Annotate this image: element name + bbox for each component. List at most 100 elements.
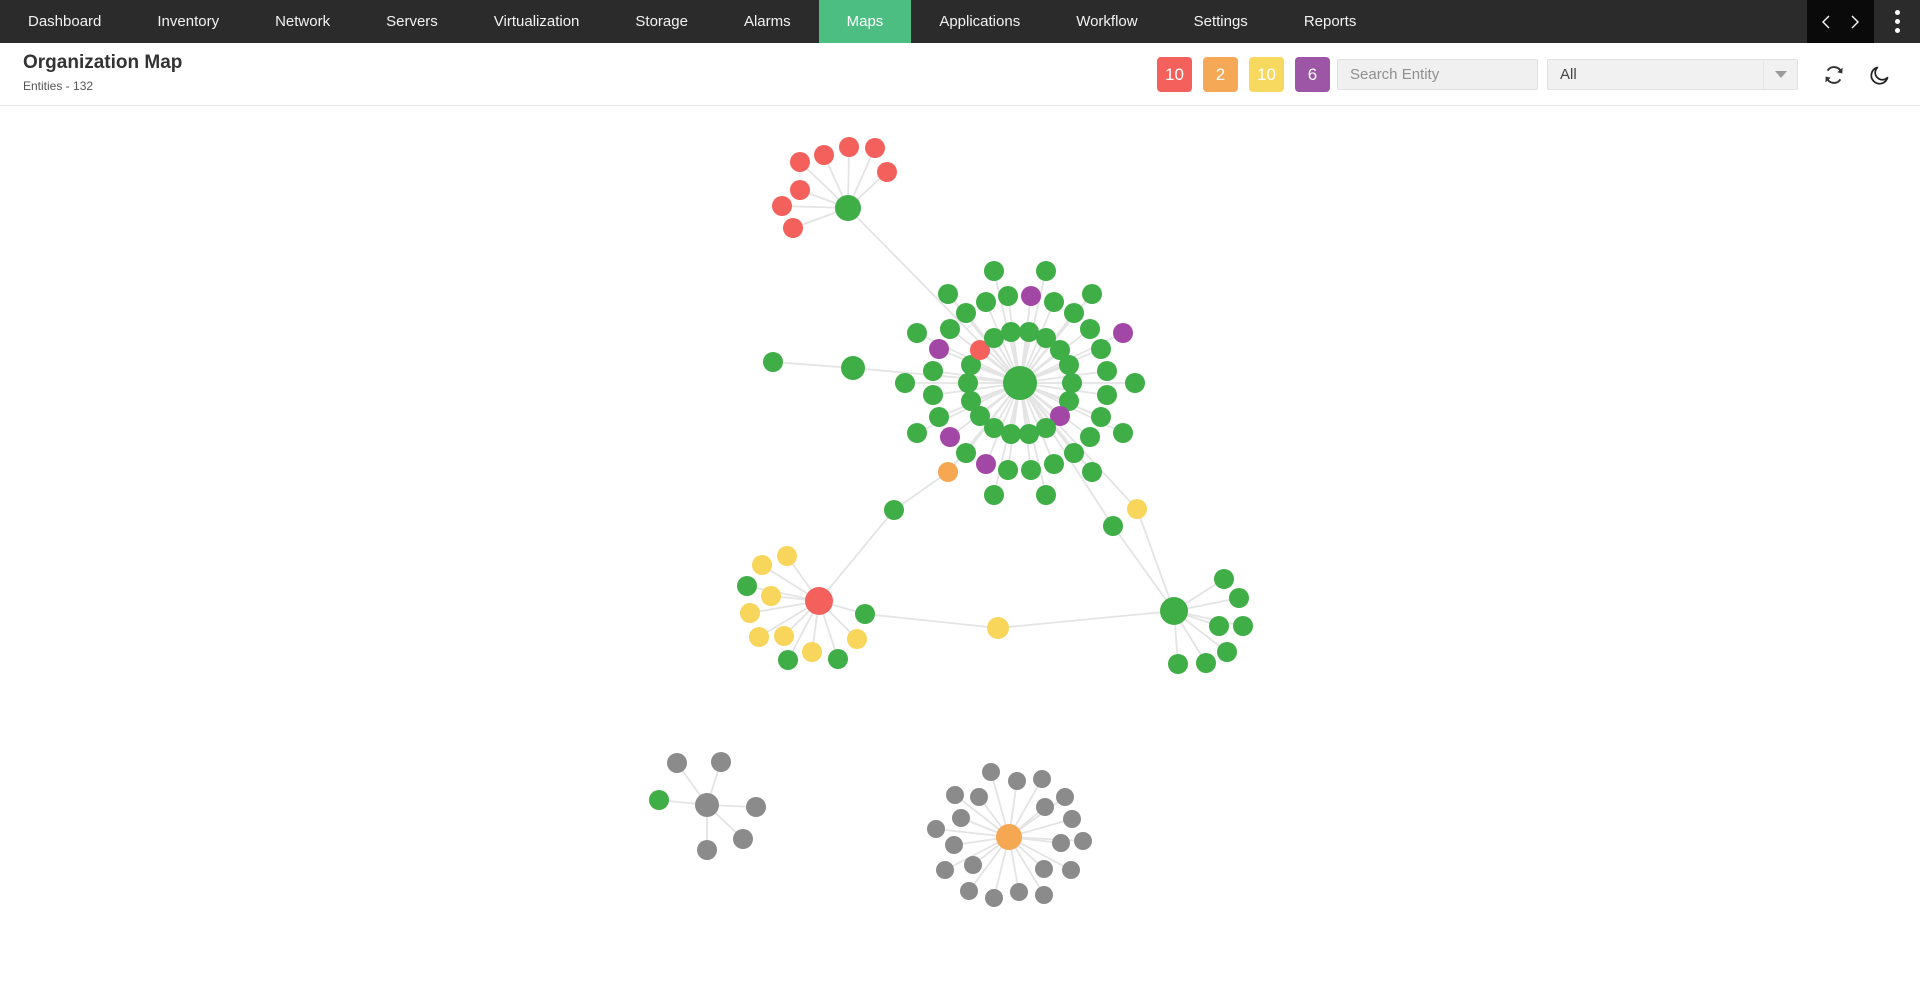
map-node-green[interactable] bbox=[1168, 654, 1188, 674]
map-node-red[interactable] bbox=[783, 218, 803, 238]
nav-tab-storage[interactable]: Storage bbox=[635, 13, 688, 30]
map-node-yellow[interactable] bbox=[1127, 499, 1147, 519]
map-node-yellow[interactable] bbox=[847, 629, 867, 649]
nav-tab-applications[interactable]: Applications bbox=[939, 13, 1021, 30]
map-node-green[interactable] bbox=[1001, 424, 1021, 444]
map-node-gray[interactable] bbox=[946, 786, 964, 804]
organization-map-canvas[interactable] bbox=[0, 107, 1920, 1004]
map-node-green[interactable] bbox=[1019, 322, 1039, 342]
map-node-green[interactable] bbox=[1036, 328, 1056, 348]
nav-tab-workflow[interactable]: Workflow bbox=[1076, 13, 1138, 30]
map-node-orange[interactable] bbox=[996, 824, 1022, 850]
map-node-green[interactable] bbox=[1036, 485, 1056, 505]
map-node-green[interactable] bbox=[1233, 616, 1253, 636]
map-node-gray[interactable] bbox=[964, 856, 982, 874]
map-node-gray[interactable] bbox=[1036, 798, 1054, 816]
map-node-green[interactable] bbox=[1001, 322, 1021, 342]
nav-tab-alarms[interactable]: Alarms bbox=[743, 13, 791, 30]
map-node-green[interactable] bbox=[1091, 339, 1111, 359]
map-node-red[interactable] bbox=[790, 180, 810, 200]
map-node-gray[interactable] bbox=[695, 793, 719, 817]
map-node-green[interactable] bbox=[895, 373, 915, 393]
map-node-gray[interactable] bbox=[936, 861, 954, 879]
map-node-gray[interactable] bbox=[1074, 832, 1092, 850]
map-node-red[interactable] bbox=[865, 138, 885, 158]
map-node-green[interactable] bbox=[1021, 460, 1041, 480]
map-node-yellow[interactable] bbox=[987, 617, 1009, 639]
map-node-red[interactable] bbox=[839, 137, 859, 157]
map-node-orange[interactable] bbox=[938, 462, 958, 482]
map-node-yellow[interactable] bbox=[740, 603, 760, 623]
map-node-gray[interactable] bbox=[960, 882, 978, 900]
map-node-yellow[interactable] bbox=[749, 627, 769, 647]
search-input[interactable] bbox=[1338, 66, 1557, 83]
map-node-gray[interactable] bbox=[733, 829, 753, 849]
map-node-green[interactable] bbox=[998, 460, 1018, 480]
map-node-red[interactable] bbox=[805, 587, 833, 615]
map-node-green[interactable] bbox=[1003, 366, 1037, 400]
map-node-gray[interactable] bbox=[667, 753, 687, 773]
kebab-menu-icon[interactable] bbox=[1874, 0, 1920, 43]
map-node-green[interactable] bbox=[763, 352, 783, 372]
map-node-gray[interactable] bbox=[1010, 883, 1028, 901]
nav-tab-servers[interactable]: Servers bbox=[386, 13, 438, 30]
map-node-gray[interactable] bbox=[1063, 810, 1081, 828]
nav-tab-settings[interactable]: Settings bbox=[1193, 13, 1248, 30]
map-node-green[interactable] bbox=[841, 356, 865, 380]
map-node-green[interactable] bbox=[835, 195, 861, 221]
map-node-green[interactable] bbox=[976, 292, 996, 312]
map-node-green[interactable] bbox=[1113, 423, 1133, 443]
map-node-gray[interactable] bbox=[1035, 860, 1053, 878]
map-node-red[interactable] bbox=[772, 196, 792, 216]
map-node-green[interactable] bbox=[907, 423, 927, 443]
map-node-green[interactable] bbox=[1064, 443, 1084, 463]
map-node-green[interactable] bbox=[828, 649, 848, 669]
map-node-gray[interactable] bbox=[711, 752, 731, 772]
map-node-green[interactable] bbox=[984, 485, 1004, 505]
map-node-green[interactable] bbox=[956, 303, 976, 323]
map-node-green[interactable] bbox=[961, 391, 981, 411]
map-node-green[interactable] bbox=[970, 406, 990, 426]
map-node-red[interactable] bbox=[790, 152, 810, 172]
severity-badge-attention[interactable]: 10 bbox=[1249, 57, 1284, 92]
map-node-purple[interactable] bbox=[1021, 286, 1041, 306]
severity-badge-trouble[interactable]: 2 bbox=[1203, 57, 1238, 92]
map-node-green[interactable] bbox=[984, 328, 1004, 348]
map-node-green[interactable] bbox=[1160, 597, 1188, 625]
map-node-yellow[interactable] bbox=[777, 546, 797, 566]
map-node-green[interactable] bbox=[1044, 292, 1064, 312]
map-node-gray[interactable] bbox=[1052, 834, 1070, 852]
map-node-gray[interactable] bbox=[1035, 886, 1053, 904]
map-node-green[interactable] bbox=[855, 604, 875, 624]
map-node-green[interactable] bbox=[1036, 261, 1056, 281]
map-node-green[interactable] bbox=[737, 576, 757, 596]
map-node-purple[interactable] bbox=[940, 427, 960, 447]
map-node-gray[interactable] bbox=[952, 809, 970, 827]
map-node-green[interactable] bbox=[940, 319, 960, 339]
map-node-green[interactable] bbox=[1209, 616, 1229, 636]
map-node-yellow[interactable] bbox=[761, 586, 781, 606]
map-node-green[interactable] bbox=[998, 286, 1018, 306]
nav-tab-network[interactable]: Network bbox=[275, 13, 331, 30]
map-node-gray[interactable] bbox=[982, 763, 1000, 781]
map-node-gray[interactable] bbox=[697, 840, 717, 860]
map-node-green[interactable] bbox=[1214, 569, 1234, 589]
map-node-gray[interactable] bbox=[985, 889, 1003, 907]
nav-tab-virtualization[interactable]: Virtualization bbox=[493, 13, 580, 30]
dark-mode-moon-icon[interactable] bbox=[1868, 63, 1892, 87]
nav-tab-inventory[interactable]: Inventory bbox=[157, 13, 220, 30]
map-node-green[interactable] bbox=[929, 407, 949, 427]
entity-type-select[interactable]: All bbox=[1547, 59, 1798, 90]
map-node-yellow[interactable] bbox=[752, 555, 772, 575]
map-node-green[interactable] bbox=[1082, 284, 1102, 304]
map-node-gray[interactable] bbox=[1062, 861, 1080, 879]
map-node-green[interactable] bbox=[1036, 418, 1056, 438]
map-node-gray[interactable] bbox=[1008, 772, 1026, 790]
map-node-red[interactable] bbox=[814, 145, 834, 165]
map-node-green[interactable] bbox=[1103, 516, 1123, 536]
map-node-green[interactable] bbox=[778, 650, 798, 670]
map-node-green[interactable] bbox=[1080, 319, 1100, 339]
map-node-green[interactable] bbox=[958, 373, 978, 393]
map-node-green[interactable] bbox=[1080, 427, 1100, 447]
map-node-gray[interactable] bbox=[970, 788, 988, 806]
